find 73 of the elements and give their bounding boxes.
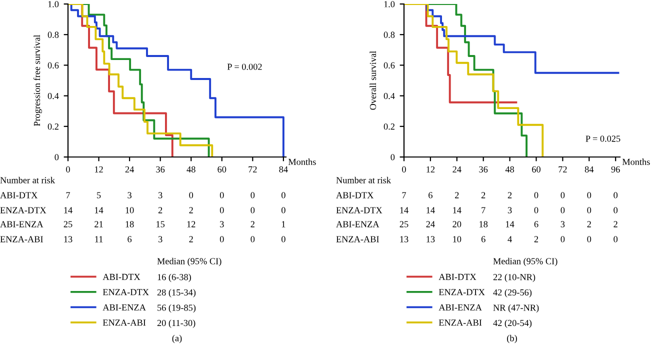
x-tick-label: 48 (186, 166, 196, 172)
x-tick-label: 96 (611, 166, 620, 172)
y-tick-label: 0.2 (384, 123, 394, 130)
x-tick-label: 12 (426, 166, 435, 172)
x-tick-label: 48 (505, 166, 514, 172)
text: ABI-ENZA (0, 221, 44, 228)
text: 42 (29-56) (493, 289, 532, 298)
annotation: P = 0.025 (586, 136, 620, 142)
text: 25 21 18 15 12 3 2 1 (64, 221, 286, 228)
y-tick-label: 0.4 (384, 92, 395, 100)
x-tick-label: 60 (532, 166, 540, 172)
annotation: P = 0.002 (227, 64, 262, 70)
text: 25 24 20 18 14 6 3 2 2 (400, 221, 618, 228)
text: 14 14 10 2 2 0 0 0 (64, 207, 286, 214)
text: (a) (172, 334, 182, 344)
y-tick-label: 0 (390, 154, 395, 160)
y-tick-label: 0.2 (48, 123, 58, 130)
x-axis-title: Months (288, 158, 316, 165)
text: 13 11 6 3 2 0 0 0 (64, 236, 286, 242)
legend-label: ENZA-DTX (102, 289, 149, 296)
text: 42 (20-54) (493, 320, 532, 328)
y-tick-label: 0.6 (48, 62, 59, 69)
text: ENZA-DTX (0, 207, 46, 214)
legend-label: ABI-ENZA (438, 304, 482, 310)
y-tick-label: 1.0 (384, 1, 395, 8)
text: Number at risk (336, 176, 391, 184)
x-tick-label: 60 (218, 166, 226, 172)
legend-label: ABI-ENZA (102, 304, 146, 310)
text: 13 13 10 6 4 2 0 0 0 (400, 236, 618, 242)
text: ABI-DTX (0, 192, 38, 198)
x-tick-label: 84 (279, 166, 288, 172)
text: 20 (11-30) (157, 320, 196, 328)
text: ENZA-ABI (0, 236, 43, 242)
text: ENZA-ABI (336, 236, 379, 242)
legend-label: ABI-DTX (102, 274, 140, 280)
legend-label: ENZA-DTX (438, 289, 485, 296)
text: (b) (507, 334, 517, 344)
y-tick-label: 0.8 (48, 32, 59, 38)
text: ENZA-DTX (336, 207, 382, 214)
text: ABI-DTX (336, 192, 374, 198)
y-tick-label: 1.0 (48, 1, 59, 8)
text: 28 (15-34) (157, 289, 196, 298)
x-axis-title: Months (622, 158, 650, 165)
x-tick-label: 0 (66, 166, 70, 172)
text: NR (47-NR) (493, 304, 539, 313)
x-tick-label: 0 (402, 166, 406, 172)
text: Median (95% CI) (157, 258, 222, 266)
text: 22 (10-NR) (493, 274, 536, 282)
x-tick-label: 24 (125, 166, 134, 172)
y-tick-label: 0.8 (384, 32, 395, 38)
x-tick-label: 12 (95, 166, 103, 172)
legend-label: ENZA-ABI (438, 320, 482, 326)
x-tick-label: 36 (479, 166, 488, 172)
y-tick-label: 0.4 (48, 92, 59, 100)
text: 7 5 3 3 0 0 0 0 (66, 192, 286, 198)
x-tick-label: 24 (452, 166, 462, 172)
x-tick-label: 72 (558, 166, 567, 172)
x-tick-label: 84 (584, 166, 594, 172)
text: ABI-ENZA (336, 221, 380, 228)
text: 56 (19-85) (158, 304, 196, 313)
text: 7 6 2 2 2 0 0 0 0 (402, 192, 618, 198)
text: Median (95% CI) (493, 258, 558, 266)
legend-label: ENZA-ABI (102, 320, 146, 326)
y-tick-label: 0.6 (384, 62, 395, 69)
text: 14 14 14 7 3 0 0 0 0 (400, 207, 618, 214)
text: Number at risk (0, 176, 55, 184)
text: 16 (6-38) (158, 274, 191, 282)
y-tick-label: 0 (54, 154, 59, 160)
x-tick-label: 72 (248, 166, 257, 172)
x-tick-label: 36 (156, 166, 165, 172)
y-axis-title: Overall survival (370, 51, 376, 110)
y-axis-title: Progression free survival (34, 34, 42, 126)
legend-label: ABI-DTX (438, 274, 476, 280)
